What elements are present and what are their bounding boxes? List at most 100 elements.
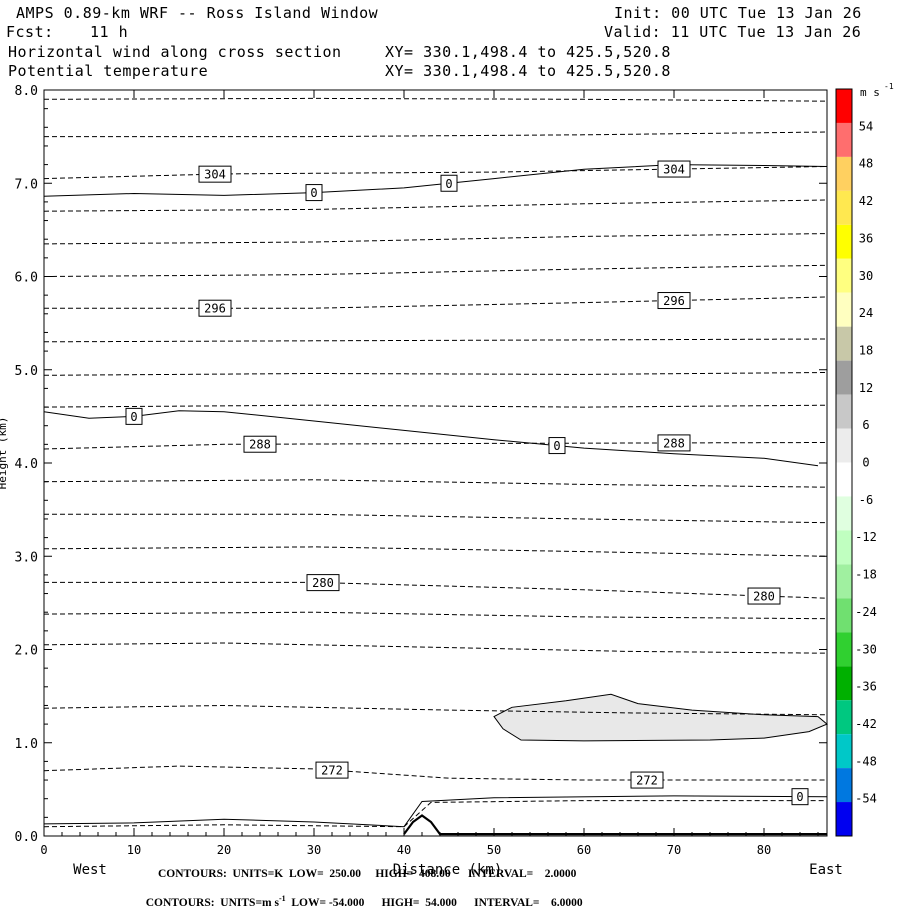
wind-zero-label-0-0-box	[305, 184, 323, 202]
colorbar-swatch-17	[836, 666, 852, 701]
field-name-wind: Horizontal wind along cross section	[8, 43, 342, 61]
y-tick-label-0: 0.0	[15, 830, 38, 845]
y-tick-label-3: 3.0	[15, 550, 38, 565]
east-label: East	[809, 862, 843, 878]
terrain-line	[403, 814, 827, 836]
colorbar-swatch-14	[836, 564, 852, 599]
wind-zero-label-2-0: 0	[796, 790, 803, 804]
colorbar-label-15: -36	[855, 680, 877, 694]
fcst-label: Fcst:	[6, 23, 54, 41]
colorbar-label-13: -24	[855, 605, 877, 619]
y-tick-label-8: 8.0	[15, 84, 38, 99]
theta-label-280-0: 280	[312, 576, 334, 590]
y-axis-label: Height (km)	[0, 417, 9, 490]
theta-label-280-0-box	[306, 574, 340, 592]
title-text: AMPS 0.89-km WRF -- Ross Island Window	[16, 4, 379, 22]
theta-label-288-1-box	[657, 434, 691, 452]
footer-wind-units-sup: -1	[278, 894, 286, 903]
colorbar-frame	[835, 88, 853, 837]
colorbar-label-8: 6	[862, 418, 869, 432]
colorbar-swatch-5	[836, 258, 852, 293]
colorbar-swatch-0	[836, 89, 852, 123]
theta-label-288-0: 288	[249, 438, 271, 452]
colorbar-swatch-6	[836, 292, 852, 327]
colorbar-swatch-4	[836, 224, 852, 259]
footer-wind-range: LOW= -54.000 HIGH= 54.000 INTERVAL= 6.00…	[285, 896, 583, 909]
y-tick-label-7: 7.0	[15, 177, 38, 192]
colorbar-label-9: 0	[862, 456, 869, 470]
colorbar-label-14: -30	[855, 642, 877, 656]
theta-label-272-0: 272	[321, 764, 343, 778]
wind-zero-label-0-1-box	[440, 174, 458, 192]
y-tick-label-2: 2.0	[15, 644, 38, 659]
west-label: West	[73, 862, 107, 878]
x-tick-label-0: 0	[40, 843, 47, 857]
colorbar-swatch-12	[836, 496, 852, 531]
y-tick-label-5: 5.0	[15, 364, 38, 379]
theta-label-272-1-box	[630, 771, 664, 789]
colorbar-swatch-15	[836, 598, 852, 633]
colorbar-swatch-3	[836, 190, 852, 225]
theta-label-296-1-box	[657, 292, 691, 310]
colorbar-label-7: 12	[859, 381, 873, 395]
colorbar-swatch-11	[836, 462, 852, 497]
colorbar-swatch-10	[836, 428, 852, 463]
x-tick-label-2: 20	[217, 843, 231, 857]
wind-shaded-region	[493, 693, 828, 742]
colorbar-label-12: -18	[855, 568, 877, 582]
wind-zero-label-1-1: 0	[553, 439, 560, 453]
wind-zero-label-1-1-box	[548, 437, 566, 455]
colorbar-label-5: 24	[859, 306, 873, 320]
x-axis-label: Distance (km)	[393, 862, 503, 878]
x-tick-label-1: 10	[127, 843, 141, 857]
colorbar-swatch-9	[836, 394, 852, 429]
colorbar-unit: m s	[860, 86, 880, 99]
valid-time: Valid: 11 UTC Tue 13 Jan 26	[604, 23, 862, 41]
colorbar-label-1: 48	[859, 157, 873, 171]
y-tick-label-6: 6.0	[15, 271, 38, 286]
xy-coords-theta: XY= 330.1,498.4 to 425.5,520.8	[385, 62, 671, 80]
colorbar-label-2: 42	[859, 194, 873, 208]
theta-label-280-1: 280	[753, 590, 775, 604]
wind-zero-label-2-0-box	[791, 788, 809, 806]
x-tick-label-5: 50	[487, 843, 501, 857]
footer-theta-contours: CONTOURS: UNITS=K LOW= 250.00 HIGH= 408.…	[158, 868, 577, 880]
theta-contour-274	[43, 704, 828, 716]
colorbar-label-3: 36	[859, 231, 873, 245]
x-tick-label-6: 60	[577, 843, 591, 857]
x-tick-label-4: 40	[397, 843, 411, 857]
x-tick-label-7: 70	[667, 843, 681, 857]
footer-wind-contours: CONTOURS: UNITS=m s-1 LOW= -54.000 HIGH=…	[140, 882, 583, 909]
wind-zero-label-1-0: 0	[130, 410, 137, 424]
x-tick-label-8: 80	[757, 843, 771, 857]
theta-label-272-0-box	[315, 761, 349, 779]
colorbar-label-17: -48	[855, 754, 877, 768]
theta-label-304-0-box	[198, 165, 232, 183]
init-time: Init: 00 UTC Tue 13 Jan 26	[614, 4, 862, 22]
theta-contour-270	[43, 800, 827, 828]
theta-label-296-0: 296	[204, 302, 226, 316]
theta-label-296-0-box	[198, 299, 232, 317]
colorbar-swatch-13	[836, 530, 852, 565]
theta-label-304-0: 304	[204, 168, 226, 182]
colorbar-label-10: -6	[859, 493, 873, 507]
colorbar-label-6: 18	[859, 343, 873, 357]
colorbar-label-16: -42	[855, 717, 877, 731]
colorbar-unit-sup: -1	[884, 82, 894, 91]
colorbar-label-4: 30	[859, 269, 873, 283]
xy-coords-wind: XY= 330.1,498.4 to 425.5,520.8	[385, 43, 671, 61]
theta-label-280-1-box	[747, 587, 781, 605]
theta-label-304-1-box	[657, 160, 691, 178]
wind-zero-label-1-0-box	[125, 407, 143, 425]
colorbar-swatch-2	[836, 156, 852, 191]
field-name-theta: Potential temperature	[8, 62, 209, 80]
theta-label-288-0-box	[243, 435, 277, 453]
y-tick-label-1: 1.0	[15, 737, 38, 752]
colorbar-label-11: -12	[855, 530, 877, 544]
colorbar-swatch-18	[836, 700, 852, 735]
theta-contour-276	[43, 642, 828, 654]
colorbar-swatch-19	[836, 734, 852, 769]
colorbar-swatch-21	[836, 802, 852, 836]
wind-zero-label-0-0: 0	[310, 186, 317, 200]
